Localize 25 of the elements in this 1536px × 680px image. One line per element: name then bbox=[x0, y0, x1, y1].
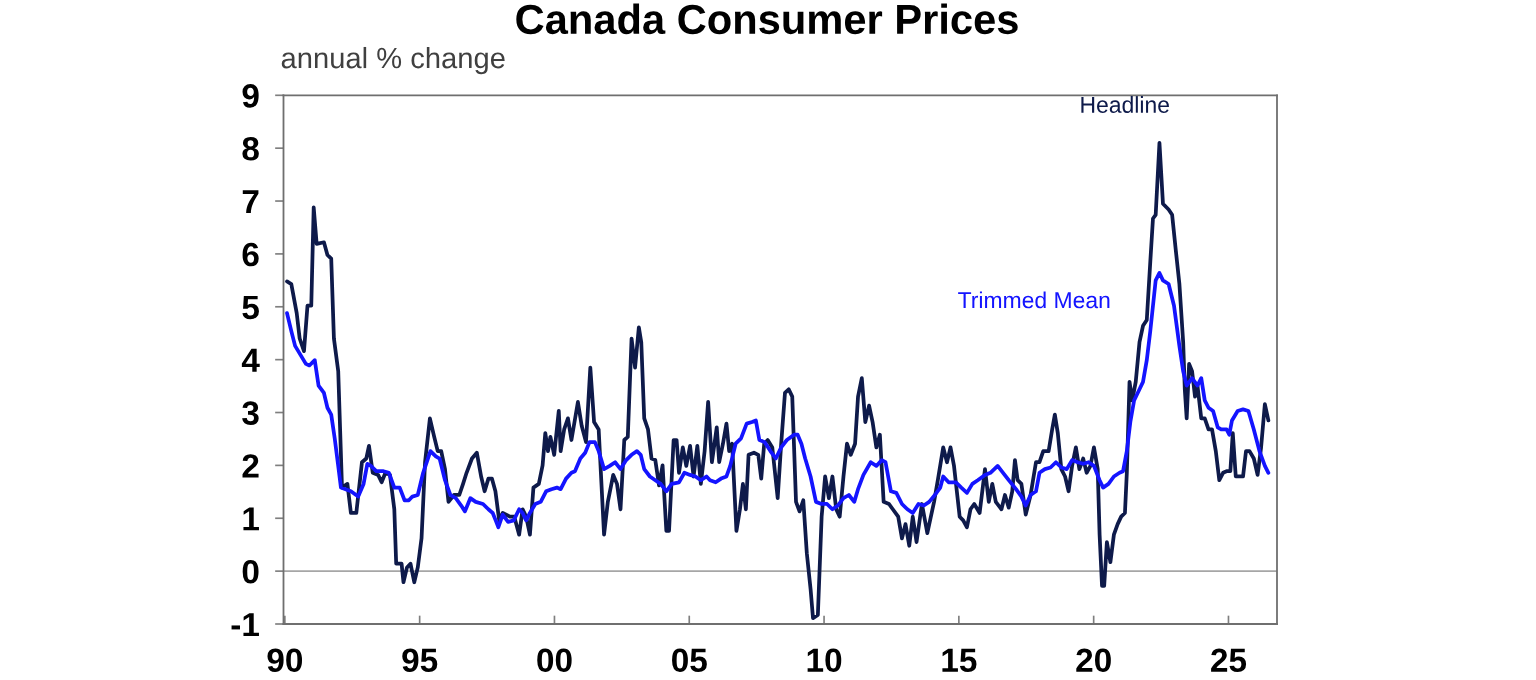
x-tick-label: 95 bbox=[402, 648, 438, 673]
y-tick-label: 2 bbox=[242, 454, 259, 478]
x-tick-label: 10 bbox=[807, 648, 842, 673]
y-axis-title: annual % change bbox=[281, 46, 505, 75]
y-tick-label: 0 bbox=[242, 559, 259, 584]
y-tick-label: 5 bbox=[242, 295, 259, 320]
y-tick-label: 7 bbox=[242, 190, 259, 214]
series-label: Trimmed Mean bbox=[958, 291, 1110, 309]
x-tick-label: 05 bbox=[672, 648, 707, 673]
x-tick-label: 90 bbox=[267, 648, 303, 673]
y-tick-label: 8 bbox=[242, 136, 259, 161]
y-tick-label: -1 bbox=[231, 613, 259, 637]
x-tick-label: 20 bbox=[1076, 648, 1111, 673]
y-tick-label: 1 bbox=[243, 507, 259, 531]
chart-title: Canada Consumer Prices bbox=[516, 3, 1018, 35]
y-tick-label: 9 bbox=[242, 84, 259, 108]
y-tick-label: 6 bbox=[242, 242, 259, 267]
x-tick-label: 15 bbox=[942, 648, 977, 673]
line-series bbox=[285, 271, 1271, 530]
x-tick-label: 00 bbox=[537, 648, 572, 673]
x-tick-label: 25 bbox=[1211, 648, 1247, 673]
y-tick-label: 3 bbox=[242, 401, 259, 425]
series-label: Headline bbox=[1081, 96, 1169, 113]
line-series bbox=[285, 141, 1271, 621]
y-tick-label: 4 bbox=[241, 348, 260, 372]
